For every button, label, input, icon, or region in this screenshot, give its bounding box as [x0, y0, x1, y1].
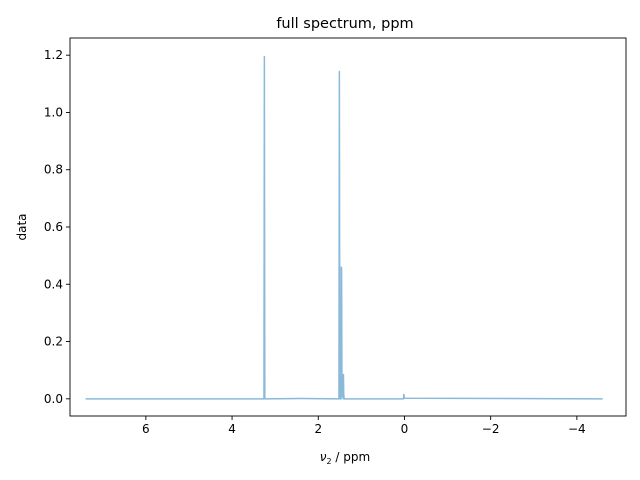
y-tick-label: 0.4 — [44, 277, 63, 291]
series-line-0 — [85, 55, 603, 400]
x-tick-label: −4 — [568, 422, 586, 436]
chart-title: full spectrum, ppm — [276, 16, 413, 32]
x-tick-label: 4 — [228, 422, 236, 436]
y-tick-label: 0.8 — [44, 163, 63, 177]
y-tick-label: 1.2 — [44, 48, 63, 62]
x-tick-label: −2 — [482, 422, 500, 436]
x-tick-label: 2 — [314, 422, 322, 436]
y-tick-label: 0.2 — [44, 335, 63, 349]
x-axis-label-unit: / ppm — [332, 450, 371, 464]
x-axis-label-symbol: ν — [320, 450, 327, 464]
y-tick-label: 0.6 — [44, 220, 63, 234]
x-axis-label-subscript: 2 — [327, 457, 332, 466]
y-tick-label: 1.0 — [44, 105, 63, 119]
x-axis-label: ν2 / ppm — [320, 450, 370, 466]
x-tick-label: 6 — [142, 422, 150, 436]
x-axis-ticks: 6 4 2 0 −2 −4 — [142, 416, 586, 436]
y-axis-ticks: 0.0 0.2 0.4 0.6 0.8 1.0 1.2 — [44, 48, 70, 406]
y-axis-label: data — [15, 213, 29, 240]
series-layer — [85, 55, 603, 400]
y-tick-label: 0.0 — [44, 392, 63, 406]
x-tick-label: 0 — [401, 422, 409, 436]
